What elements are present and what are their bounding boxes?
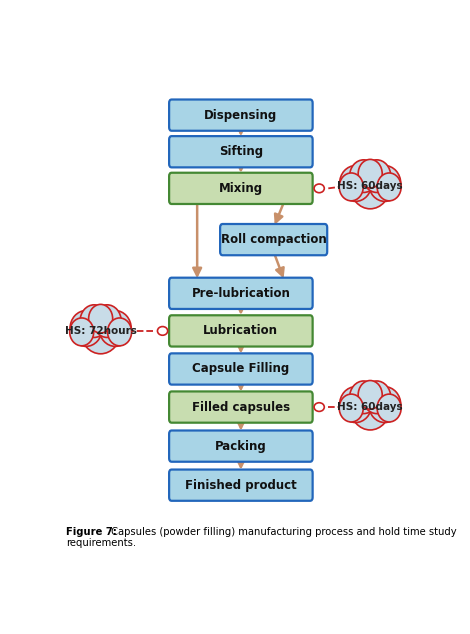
- Text: Packing: Packing: [215, 439, 267, 453]
- Ellipse shape: [350, 163, 390, 209]
- Text: HS: 72hours: HS: 72hours: [65, 326, 137, 336]
- Ellipse shape: [108, 318, 132, 346]
- Ellipse shape: [363, 160, 391, 193]
- Text: requirements.: requirements.: [66, 538, 136, 548]
- Text: Pre-lubrication: Pre-lubrication: [191, 287, 290, 300]
- Text: Finished product: Finished product: [185, 479, 297, 492]
- FancyBboxPatch shape: [169, 315, 313, 347]
- Text: Capsule Filling: Capsule Filling: [192, 363, 290, 375]
- Ellipse shape: [350, 160, 378, 193]
- Ellipse shape: [363, 381, 391, 413]
- FancyBboxPatch shape: [169, 430, 313, 462]
- Text: Lubrication: Lubrication: [204, 325, 278, 337]
- Ellipse shape: [314, 184, 324, 193]
- FancyBboxPatch shape: [169, 172, 313, 204]
- Text: HS: 60days: HS: 60days: [337, 402, 403, 412]
- FancyBboxPatch shape: [169, 278, 313, 309]
- Text: Figure 7:: Figure 7:: [66, 527, 117, 538]
- Ellipse shape: [70, 311, 102, 346]
- FancyBboxPatch shape: [169, 470, 313, 501]
- FancyBboxPatch shape: [220, 224, 327, 256]
- FancyBboxPatch shape: [169, 353, 313, 385]
- Ellipse shape: [89, 304, 113, 333]
- Ellipse shape: [157, 327, 168, 335]
- Ellipse shape: [339, 394, 363, 422]
- Ellipse shape: [80, 305, 108, 337]
- Ellipse shape: [81, 308, 121, 354]
- Ellipse shape: [340, 165, 372, 202]
- Text: Capsules (powder filling) manufacturing process and hold time study: Capsules (powder filling) manufacturing …: [108, 527, 456, 538]
- Ellipse shape: [93, 305, 121, 337]
- Ellipse shape: [314, 403, 324, 411]
- Ellipse shape: [99, 311, 131, 346]
- Ellipse shape: [369, 387, 401, 422]
- Ellipse shape: [340, 387, 372, 422]
- Text: Roll compaction: Roll compaction: [221, 233, 327, 246]
- Text: HS: 60days: HS: 60days: [337, 181, 403, 191]
- Ellipse shape: [350, 381, 378, 413]
- Text: Mixing: Mixing: [219, 182, 263, 195]
- Ellipse shape: [339, 173, 363, 201]
- Ellipse shape: [70, 318, 94, 346]
- FancyBboxPatch shape: [169, 100, 313, 131]
- Text: Filled capsules: Filled capsules: [192, 401, 290, 413]
- Ellipse shape: [358, 380, 382, 409]
- Ellipse shape: [377, 394, 401, 422]
- Ellipse shape: [358, 159, 382, 188]
- FancyBboxPatch shape: [169, 136, 313, 167]
- FancyBboxPatch shape: [169, 391, 313, 423]
- Ellipse shape: [377, 173, 401, 201]
- Text: Sifting: Sifting: [219, 145, 263, 158]
- Ellipse shape: [369, 165, 401, 202]
- Ellipse shape: [350, 384, 390, 430]
- Text: Dispensing: Dispensing: [204, 108, 277, 122]
